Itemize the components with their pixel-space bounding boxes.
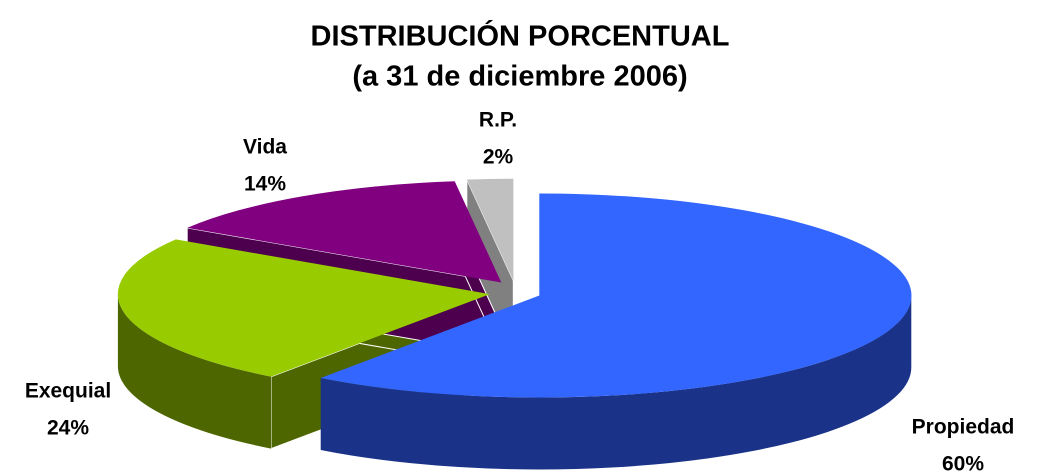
slice-tops (117, 178, 912, 398)
slice-value-label: 2% (483, 146, 514, 169)
slice-side (320, 295, 912, 470)
chart-subtitle: (a 31 de diciembre 2006) (352, 61, 687, 93)
slice-label: Vida (243, 136, 287, 159)
slice-side (117, 294, 272, 449)
slice (466, 178, 514, 281)
slice (117, 239, 490, 377)
slice (187, 181, 502, 283)
slice-value-label: 60% (942, 453, 984, 475)
slice (320, 193, 912, 398)
slice-value-label: 14% (244, 173, 286, 196)
slice-label: Exequial (25, 380, 111, 403)
slice-label: R.P. (479, 109, 517, 132)
slice-value-label: 24% (47, 417, 89, 440)
chart-title: DISTRIBUCIÓN PORCENTUAL (311, 19, 730, 53)
slice-label: Propiedad (912, 416, 1015, 439)
slice-sides (117, 294, 912, 470)
